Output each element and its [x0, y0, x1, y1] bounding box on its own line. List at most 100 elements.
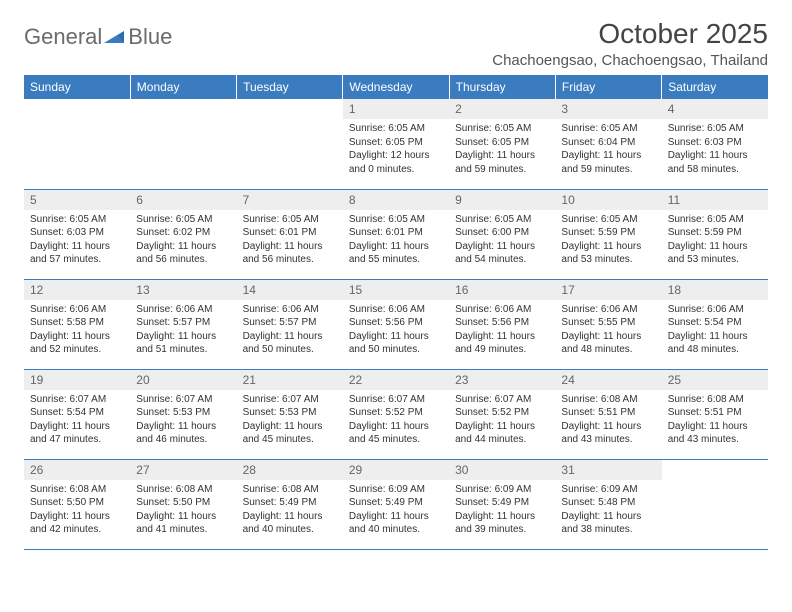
sunrise-line: Sunrise: 6:07 AM	[30, 393, 124, 407]
daylight-line1: Daylight: 11 hours	[668, 330, 762, 344]
day-number: 29	[343, 460, 449, 480]
daylight-line1: Daylight: 11 hours	[243, 240, 337, 254]
sunrise-line: Sunrise: 6:08 AM	[30, 483, 124, 497]
sunset-line: Sunset: 5:50 PM	[136, 496, 230, 510]
day-number: 23	[449, 370, 555, 390]
weekday-header: Friday	[555, 75, 661, 99]
day-number: 4	[662, 99, 768, 119]
sunrise-line: Sunrise: 6:05 AM	[561, 213, 655, 227]
weekday-header: Saturday	[662, 75, 768, 99]
sunrise-line: Sunrise: 6:06 AM	[561, 303, 655, 317]
daylight-line2: and 54 minutes.	[455, 253, 549, 267]
sunrise-line: Sunrise: 6:05 AM	[349, 213, 443, 227]
daylight-line1: Daylight: 11 hours	[30, 510, 124, 524]
daylight-line2: and 59 minutes.	[455, 163, 549, 177]
daylight-line2: and 45 minutes.	[243, 433, 337, 447]
sunset-line: Sunset: 6:04 PM	[561, 136, 655, 150]
daylight-line1: Daylight: 11 hours	[30, 330, 124, 344]
day-number: 18	[662, 280, 768, 300]
calendar-day-cell: 15Sunrise: 6:06 AMSunset: 5:56 PMDayligh…	[343, 279, 449, 369]
calendar-day-cell: 8Sunrise: 6:05 AMSunset: 6:01 PMDaylight…	[343, 189, 449, 279]
daylight-line2: and 48 minutes.	[668, 343, 762, 357]
daylight-line2: and 43 minutes.	[668, 433, 762, 447]
daylight-line1: Daylight: 11 hours	[455, 510, 549, 524]
sunrise-line: Sunrise: 6:06 AM	[136, 303, 230, 317]
daylight-line1: Daylight: 11 hours	[455, 330, 549, 344]
day-number: 14	[237, 280, 343, 300]
daylight-line2: and 50 minutes.	[243, 343, 337, 357]
day-content: Sunrise: 6:05 AMSunset: 5:59 PMDaylight:…	[555, 210, 661, 273]
day-number: 20	[130, 370, 236, 390]
daylight-line2: and 53 minutes.	[668, 253, 762, 267]
weekday-header: Sunday	[24, 75, 130, 99]
sunrise-line: Sunrise: 6:09 AM	[455, 483, 549, 497]
daylight-line1: Daylight: 11 hours	[349, 330, 443, 344]
day-number: 25	[662, 370, 768, 390]
calendar-day-cell: 3Sunrise: 6:05 AMSunset: 6:04 PMDaylight…	[555, 99, 661, 189]
daylight-line2: and 58 minutes.	[668, 163, 762, 177]
day-number: 24	[555, 370, 661, 390]
day-number: 8	[343, 190, 449, 210]
day-content: Sunrise: 6:05 AMSunset: 5:59 PMDaylight:…	[662, 210, 768, 273]
day-number: 15	[343, 280, 449, 300]
calendar-day-cell: 18Sunrise: 6:06 AMSunset: 5:54 PMDayligh…	[662, 279, 768, 369]
weekday-header: Wednesday	[343, 75, 449, 99]
day-number: 22	[343, 370, 449, 390]
day-content: Sunrise: 6:08 AMSunset: 5:49 PMDaylight:…	[237, 480, 343, 543]
daylight-line2: and 45 minutes.	[349, 433, 443, 447]
day-number: 7	[237, 190, 343, 210]
calendar-day-cell: 23Sunrise: 6:07 AMSunset: 5:52 PMDayligh…	[449, 369, 555, 459]
daylight-line1: Daylight: 11 hours	[668, 420, 762, 434]
sunrise-line: Sunrise: 6:06 AM	[349, 303, 443, 317]
day-number: 13	[130, 280, 236, 300]
sunset-line: Sunset: 5:57 PM	[136, 316, 230, 330]
day-number: 26	[24, 460, 130, 480]
sunset-line: Sunset: 5:59 PM	[561, 226, 655, 240]
sunrise-line: Sunrise: 6:06 AM	[30, 303, 124, 317]
sunset-line: Sunset: 5:51 PM	[668, 406, 762, 420]
daylight-line2: and 38 minutes.	[561, 523, 655, 537]
calendar-day-cell: 5Sunrise: 6:05 AMSunset: 6:03 PMDaylight…	[24, 189, 130, 279]
daylight-line2: and 41 minutes.	[136, 523, 230, 537]
sunrise-line: Sunrise: 6:09 AM	[349, 483, 443, 497]
daylight-line2: and 39 minutes.	[455, 523, 549, 537]
day-content: Sunrise: 6:05 AMSunset: 6:01 PMDaylight:…	[343, 210, 449, 273]
calendar-day-cell: 12Sunrise: 6:06 AMSunset: 5:58 PMDayligh…	[24, 279, 130, 369]
daylight-line1: Daylight: 11 hours	[349, 240, 443, 254]
day-content: Sunrise: 6:08 AMSunset: 5:50 PMDaylight:…	[24, 480, 130, 543]
calendar-day-cell: 31Sunrise: 6:09 AMSunset: 5:48 PMDayligh…	[555, 459, 661, 549]
location-text: Chachoengsao, Chachoengsao, Thailand	[492, 52, 768, 69]
calendar-day-cell: 10Sunrise: 6:05 AMSunset: 5:59 PMDayligh…	[555, 189, 661, 279]
logo-text-general: General	[24, 24, 102, 50]
calendar-week-row: 12Sunrise: 6:06 AMSunset: 5:58 PMDayligh…	[24, 279, 768, 369]
sunrise-line: Sunrise: 6:07 AM	[136, 393, 230, 407]
day-number: 5	[24, 190, 130, 210]
sunrise-line: Sunrise: 6:05 AM	[30, 213, 124, 227]
day-number: 10	[555, 190, 661, 210]
sunrise-line: Sunrise: 6:05 AM	[668, 213, 762, 227]
daylight-line2: and 44 minutes.	[455, 433, 549, 447]
day-number: 12	[24, 280, 130, 300]
daylight-line1: Daylight: 11 hours	[455, 240, 549, 254]
day-content: Sunrise: 6:08 AMSunset: 5:51 PMDaylight:…	[555, 390, 661, 453]
sunset-line: Sunset: 6:00 PM	[455, 226, 549, 240]
sunset-line: Sunset: 5:48 PM	[561, 496, 655, 510]
sunset-line: Sunset: 5:50 PM	[30, 496, 124, 510]
day-content: Sunrise: 6:05 AMSunset: 6:04 PMDaylight:…	[555, 119, 661, 182]
day-number: 30	[449, 460, 555, 480]
calendar-day-cell: 14Sunrise: 6:06 AMSunset: 5:57 PMDayligh…	[237, 279, 343, 369]
sunset-line: Sunset: 5:49 PM	[455, 496, 549, 510]
daylight-line1: Daylight: 11 hours	[561, 330, 655, 344]
day-content: Sunrise: 6:05 AMSunset: 6:02 PMDaylight:…	[130, 210, 236, 273]
day-number: 9	[449, 190, 555, 210]
calendar-day-cell: ..	[24, 99, 130, 189]
sunrise-line: Sunrise: 6:06 AM	[455, 303, 549, 317]
day-content: Sunrise: 6:06 AMSunset: 5:57 PMDaylight:…	[130, 300, 236, 363]
weekday-header: Tuesday	[237, 75, 343, 99]
day-number: 28	[237, 460, 343, 480]
calendar-day-cell: 1Sunrise: 6:05 AMSunset: 6:05 PMDaylight…	[343, 99, 449, 189]
day-content: Sunrise: 6:06 AMSunset: 5:56 PMDaylight:…	[449, 300, 555, 363]
daylight-line1: Daylight: 11 hours	[668, 149, 762, 163]
sunrise-line: Sunrise: 6:05 AM	[136, 213, 230, 227]
day-content: Sunrise: 6:06 AMSunset: 5:55 PMDaylight:…	[555, 300, 661, 363]
